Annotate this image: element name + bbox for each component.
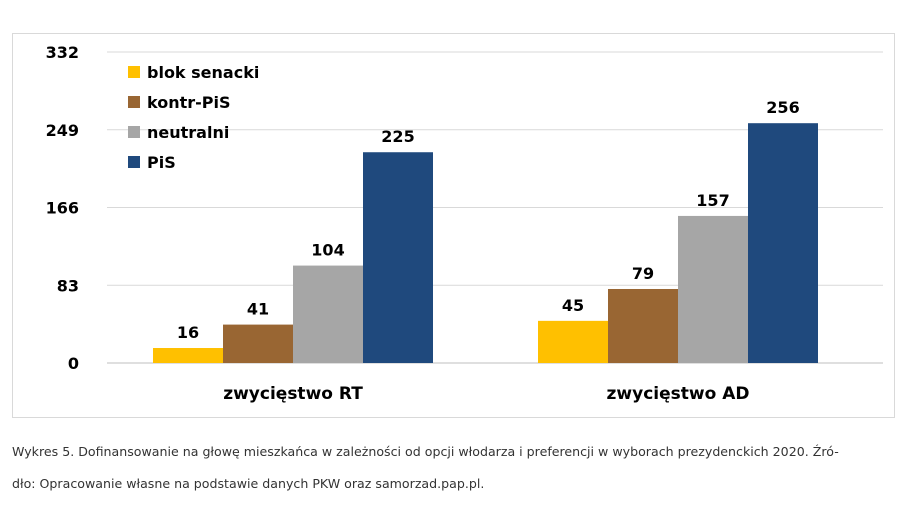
caption-line-1: Wykres 5. Dofinansowanie na głowę mieszk…	[12, 444, 839, 459]
chart-frame: 0 83 166 249 332 16 41 104 225 zwycięstwo RT 45 79 1…	[12, 33, 895, 418]
data-label: 79	[632, 264, 654, 283]
legend-entry: neutralni	[147, 123, 229, 142]
bar-kontr-pis-2	[608, 288, 678, 363]
legend-swatch	[128, 66, 140, 78]
y-tick-label-332: 332	[46, 43, 79, 62]
bar-pis-1	[363, 152, 433, 363]
legend-swatch	[128, 96, 140, 108]
legend-swatch	[128, 126, 140, 138]
data-label: 104	[311, 241, 344, 260]
bar-kontr-pis-1	[223, 324, 293, 363]
figure-caption: Wykres 5. Dofinansowanie na głowę mieszk…	[12, 436, 897, 500]
caption-line-2: dło: Opracowanie własne na podstawie dan…	[12, 476, 485, 491]
data-label: 225	[381, 127, 414, 146]
bar-neutralni-1	[293, 265, 363, 363]
data-label: 45	[562, 296, 584, 315]
bar-blok-senacki-1	[153, 348, 223, 363]
y-tick-label-83: 83	[57, 276, 79, 295]
x-category-label: zwycięstwo AD	[607, 384, 750, 404]
legend-swatch	[128, 156, 140, 168]
x-category-label: zwycięstwo RT	[223, 384, 363, 404]
legend-entry: blok senacki	[147, 63, 259, 82]
data-label: 157	[696, 191, 729, 210]
bar-neutralni-2	[678, 215, 748, 363]
data-label: 256	[766, 98, 799, 117]
y-tick-label-166: 166	[46, 199, 79, 218]
legend-entry: PiS	[147, 153, 176, 172]
bar-pis-2	[748, 123, 818, 363]
data-label: 16	[177, 323, 199, 342]
y-tick-label-249: 249	[46, 121, 79, 140]
bar-chart: 0 83 166 249 332 16 41 104 225 zwycięstwo RT 45 79 1…	[46, 43, 883, 404]
bar-blok-senacki-2	[538, 320, 608, 363]
data-label: 41	[247, 300, 269, 319]
y-tick-label-0: 0	[68, 354, 79, 373]
legend-entry: kontr-PiS	[147, 93, 231, 112]
